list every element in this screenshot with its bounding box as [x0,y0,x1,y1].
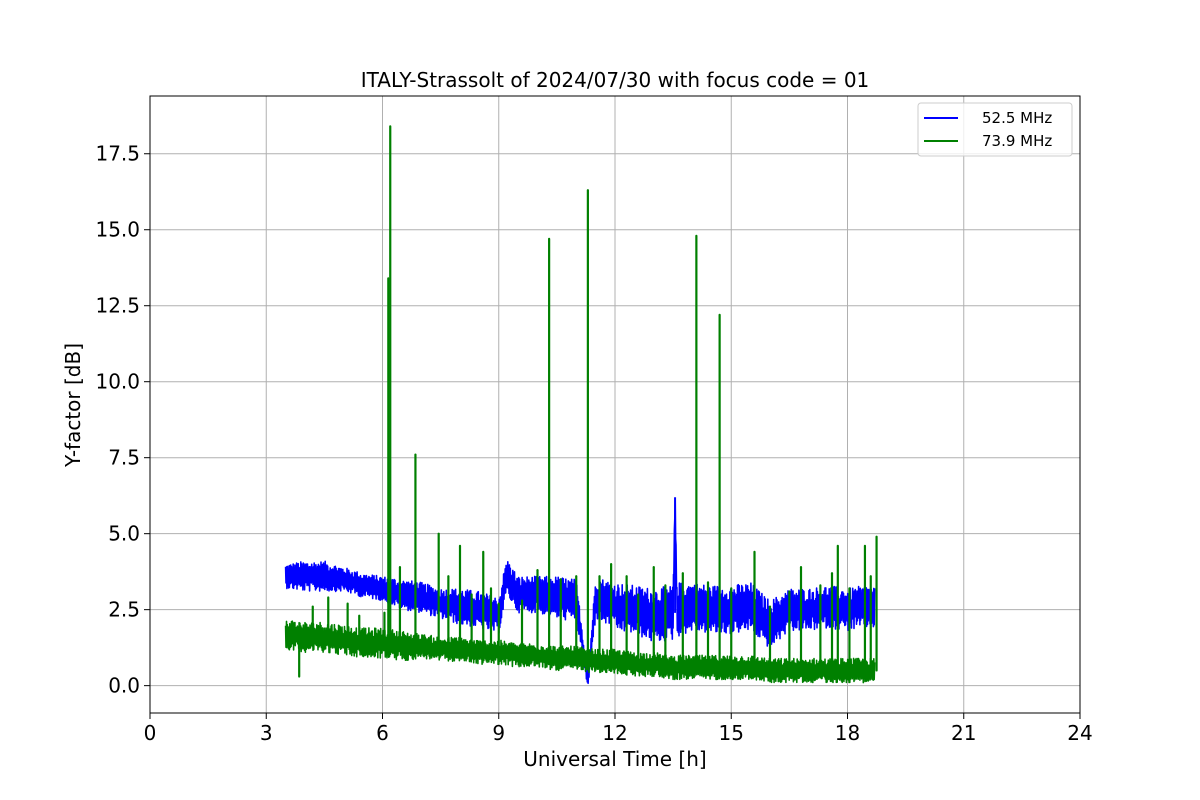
x-tick-label: 9 [492,721,505,745]
legend: 52.5 MHz 73.9 MHz [917,102,1073,157]
x-tick-label: 12 [602,721,627,745]
chart-title: ITALY-Strassolt of 2024/07/30 with focus… [361,68,870,92]
y-axis-label: Y-factor [dB] [61,343,85,468]
y-tick-label: 12.5 [95,294,140,318]
series-line [284,500,876,685]
y-tick-label: 2.5 [108,598,140,622]
legend-frame [917,102,1073,157]
y-tick-label: 7.5 [108,446,140,470]
plot-area [284,125,878,685]
x-tick-label: 3 [260,721,273,745]
legend-label-52-5: 52.5 MHz [982,109,1052,127]
x-tick-label: 0 [144,721,157,745]
series-1 [284,125,878,684]
axes-ticks: 0 3 6 9 12 15 18 21 24 0.0 2.5 5.0 7.5 10.0 12.5 15.0 17… [95,142,1092,745]
y-tick-label: 10.0 [95,370,140,394]
x-tick-label: 15 [719,721,744,745]
legend-label-73-9: 73.9 MHz [982,132,1052,150]
x-tick-label: 21 [951,721,976,745]
y-tick-label: 15.0 [95,218,140,242]
x-tick-label: 24 [1067,721,1092,745]
x-axis-label: Universal Time [h] [523,747,706,771]
x-tick-label: 6 [376,721,389,745]
y-tick-label: 0.0 [108,674,140,698]
series-line [284,620,876,684]
y-tick-label: 5.0 [108,522,140,546]
x-tick-label: 18 [835,721,860,745]
y-tick-label: 17.5 [95,142,140,166]
